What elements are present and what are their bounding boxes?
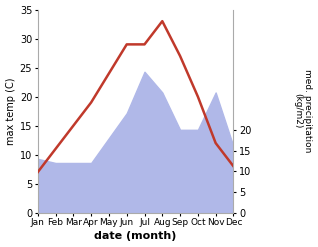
X-axis label: date (month): date (month) — [94, 231, 177, 242]
Y-axis label: max temp (C): max temp (C) — [5, 77, 16, 145]
Y-axis label: med. precipitation
(kg/m2): med. precipitation (kg/m2) — [293, 69, 313, 153]
